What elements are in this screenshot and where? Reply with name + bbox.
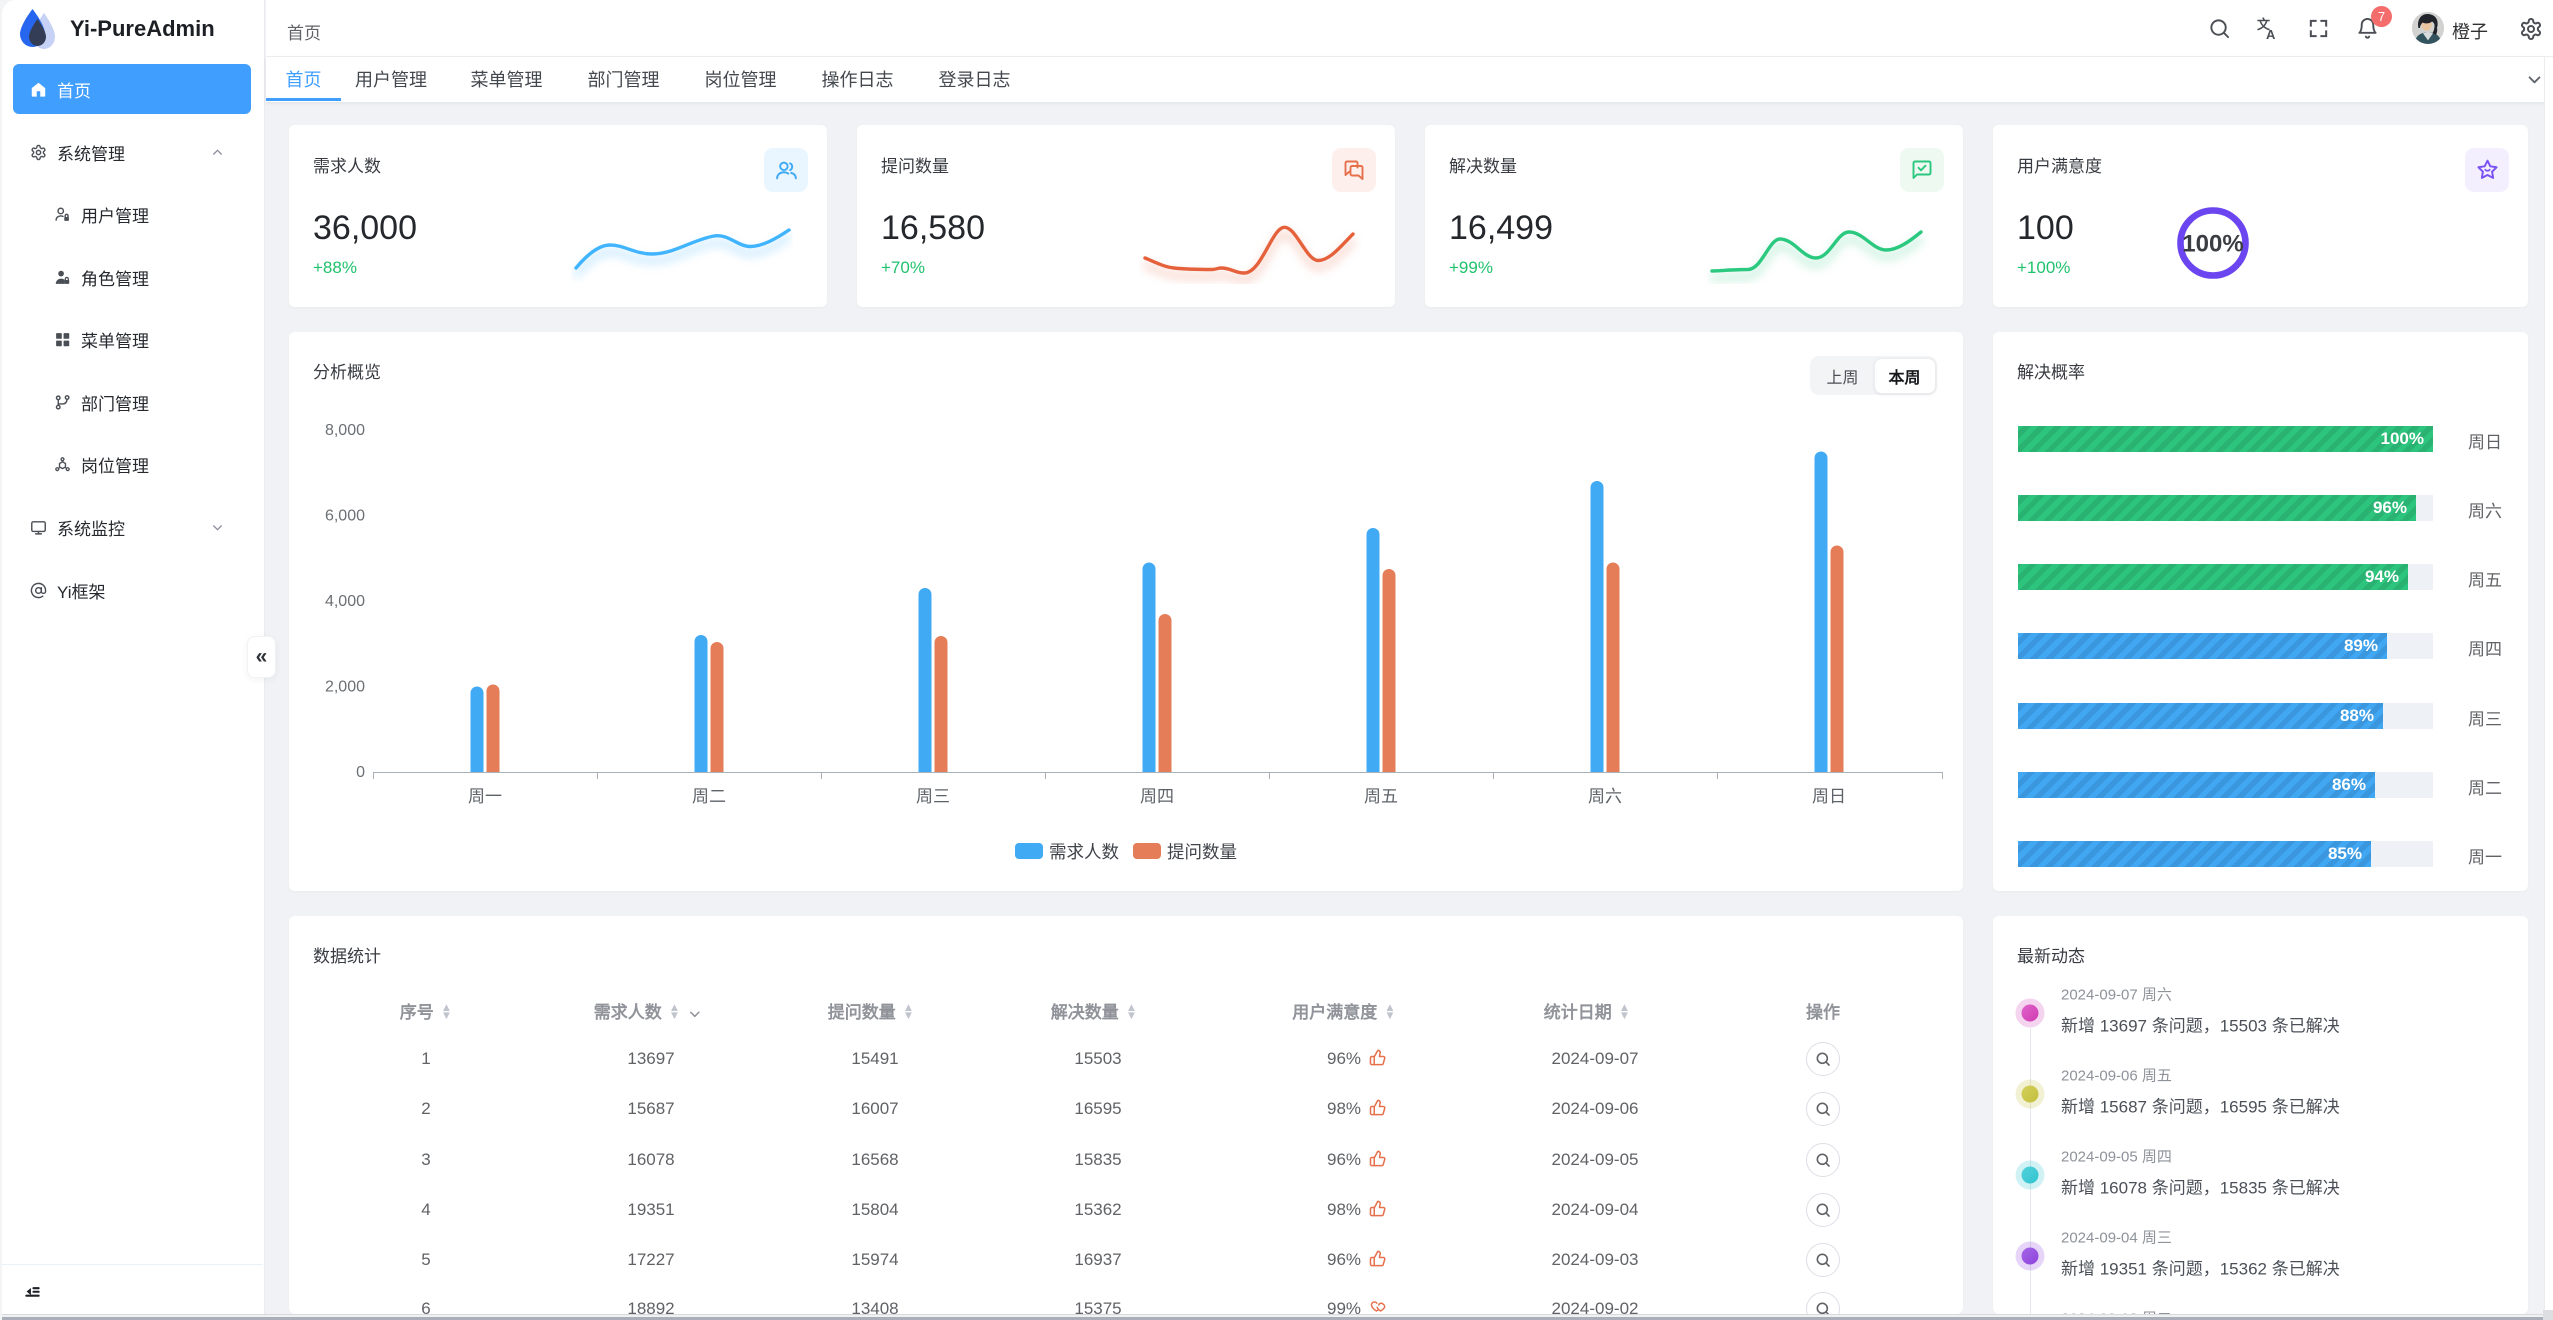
svg-text:8,000: 8,000 [325,422,365,439]
svg-text:周四: 周四 [1140,787,1174,806]
svg-text:100%: 100% [2182,231,2243,258]
svg-text:6,000: 6,000 [325,508,365,525]
svg-text:周六: 周六 [1588,787,1622,806]
svg-text:2,000: 2,000 [325,679,365,696]
svg-text:提问数量: 提问数量 [1167,842,1237,862]
svg-text:周五: 周五 [1364,787,1398,806]
svg-text:周三: 周三 [916,787,950,806]
svg-text:0: 0 [356,764,365,781]
svg-text:文: 文 [2257,17,2271,32]
svg-text:需求人数: 需求人数 [1049,842,1119,862]
svg-text:周二: 周二 [692,787,726,806]
svg-text:周一: 周一 [468,787,502,806]
svg-text:4,000: 4,000 [325,593,365,610]
svg-text:A: A [2266,27,2276,41]
svg-text:周日: 周日 [1812,787,1846,806]
